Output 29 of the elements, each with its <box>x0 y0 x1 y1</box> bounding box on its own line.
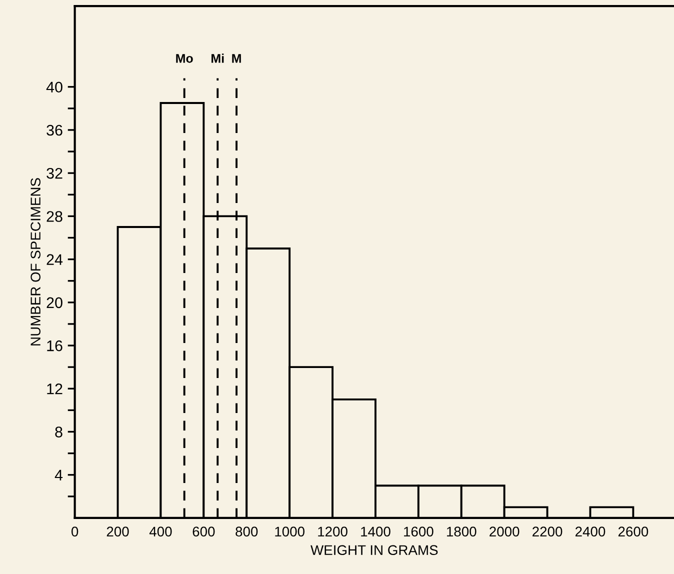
ref-line-label: Mi <box>212 54 224 63</box>
y-tick-label: 4 <box>54 470 63 480</box>
y-tick-label: 28 <box>46 211 62 222</box>
x-tick-label: 400 <box>149 526 172 537</box>
x-tick-label: 2400 <box>575 526 606 537</box>
x-tick-label: 1200 <box>318 526 348 537</box>
x-tick-label: 200 <box>106 526 129 537</box>
y-tick-label: 20 <box>46 297 62 308</box>
y-axis-title: NUMBER OF SPECIMENS <box>30 178 40 346</box>
ref-line-label: M <box>232 54 241 63</box>
y-tick-label: 24 <box>46 254 63 265</box>
x-tick-label: 600 <box>192 526 215 537</box>
y-tick-label: 12 <box>47 384 62 394</box>
x-tick-label: 2200 <box>532 526 562 537</box>
x-axis-title: WEIGHT IN GRAMS <box>310 545 438 556</box>
x-tick-label: 1000 <box>275 526 304 537</box>
y-tick-label: 40 <box>46 82 62 93</box>
x-tick-label: 1800 <box>447 526 476 537</box>
x-tick-label: 2600 <box>618 526 648 537</box>
y-tick-label: 32 <box>46 168 62 179</box>
x-tick-label: 0 <box>71 526 78 537</box>
y-tick-label: 16 <box>47 340 62 352</box>
x-tick-label: 2000 <box>490 526 520 537</box>
x-tick-label: 1400 <box>361 526 390 537</box>
x-tick-label: 1600 <box>404 526 434 537</box>
y-tick-label: 8 <box>55 426 62 438</box>
x-tick-label: 800 <box>236 526 258 537</box>
y-tick-label: 36 <box>46 124 62 136</box>
ref-line-label: Mo <box>176 54 193 63</box>
